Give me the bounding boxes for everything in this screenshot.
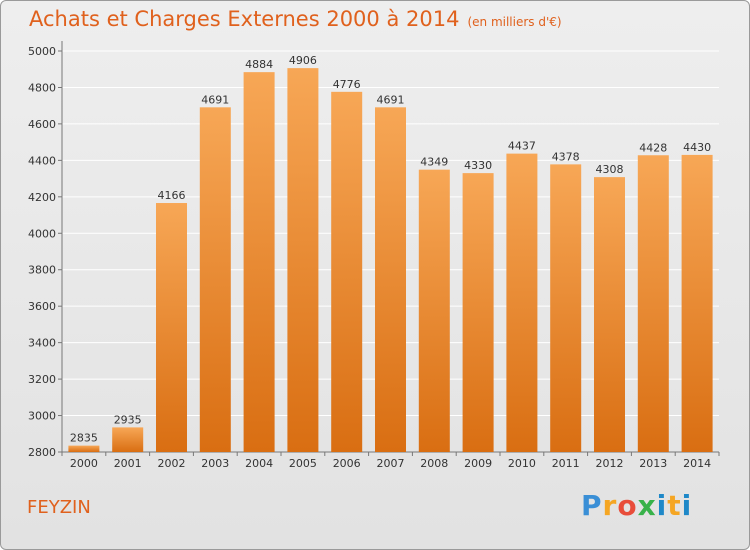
data-label: 4378 bbox=[552, 150, 580, 163]
bar-2005 bbox=[287, 68, 319, 452]
x-tick-label: 2011 bbox=[552, 457, 580, 470]
x-tick-label: 2007 bbox=[377, 457, 405, 470]
y-tick-label: 4800 bbox=[28, 81, 56, 94]
x-tick-label: 2005 bbox=[289, 457, 317, 470]
bar-2000 bbox=[68, 445, 100, 452]
data-label: 4166 bbox=[158, 189, 186, 202]
chart-title: Achats et Charges Externes 2000 à 2014 (e… bbox=[29, 7, 562, 31]
data-label: 4308 bbox=[596, 163, 624, 176]
y-tick-label: 5000 bbox=[28, 45, 56, 58]
y-tick-label: 3800 bbox=[28, 264, 56, 277]
bar-2013 bbox=[637, 155, 669, 452]
x-tick-label: 2000 bbox=[70, 457, 98, 470]
bar-2014 bbox=[681, 154, 713, 453]
data-label: 2935 bbox=[114, 413, 142, 426]
data-label: 4437 bbox=[508, 140, 536, 153]
y-tick-label: 2800 bbox=[28, 446, 56, 459]
data-label: 4776 bbox=[333, 78, 361, 91]
x-tick-label: 2003 bbox=[201, 457, 229, 470]
data-label: 4884 bbox=[245, 58, 273, 71]
data-label: 4691 bbox=[377, 93, 405, 106]
chart-unit: (en milliers d'€) bbox=[467, 15, 562, 29]
data-label: 4330 bbox=[464, 159, 492, 172]
bar-2001 bbox=[112, 427, 144, 452]
x-tick-label: 2012 bbox=[596, 457, 624, 470]
y-tick-label: 4200 bbox=[28, 191, 56, 204]
y-tick-label: 3600 bbox=[28, 300, 56, 313]
data-label: 4349 bbox=[420, 156, 448, 169]
data-label: 4691 bbox=[201, 93, 229, 106]
y-tick-label: 3000 bbox=[28, 410, 56, 423]
bar-2008 bbox=[418, 169, 450, 452]
bar-2010 bbox=[506, 153, 538, 452]
bar-2009 bbox=[462, 173, 494, 452]
bar-2012 bbox=[594, 177, 625, 452]
y-tick-label: 4400 bbox=[28, 154, 56, 167]
x-tick-label: 2004 bbox=[245, 457, 273, 470]
x-tick-label: 2014 bbox=[683, 457, 711, 470]
data-label: 2835 bbox=[70, 432, 98, 445]
data-label: 4428 bbox=[639, 141, 667, 154]
commune-name: FEYZIN bbox=[27, 497, 91, 518]
x-tick-label: 2006 bbox=[333, 457, 361, 470]
x-tick-label: 2010 bbox=[508, 457, 536, 470]
x-tick-label: 2002 bbox=[158, 457, 186, 470]
chart-title-text: Achats et Charges Externes 2000 à 2014 bbox=[29, 7, 460, 31]
bar-2006 bbox=[331, 91, 363, 452]
bar-2004 bbox=[243, 72, 275, 452]
y-tick-label: 4600 bbox=[28, 118, 56, 131]
data-label: 4430 bbox=[683, 141, 711, 154]
x-tick-label: 2009 bbox=[464, 457, 492, 470]
data-label: 4906 bbox=[289, 54, 317, 67]
bar-2007 bbox=[375, 107, 406, 453]
bar-2002 bbox=[156, 203, 187, 452]
x-tick-label: 2001 bbox=[114, 457, 142, 470]
y-tick-label: 3400 bbox=[28, 337, 56, 350]
x-tick-label: 2008 bbox=[420, 457, 448, 470]
bar-2003 bbox=[199, 107, 231, 453]
proxiti-logo: Proxiti bbox=[581, 489, 693, 522]
y-tick-label: 4000 bbox=[28, 227, 56, 240]
y-tick-label: 3200 bbox=[28, 373, 56, 386]
x-tick-label: 2013 bbox=[639, 457, 667, 470]
bar-2011 bbox=[550, 164, 582, 452]
